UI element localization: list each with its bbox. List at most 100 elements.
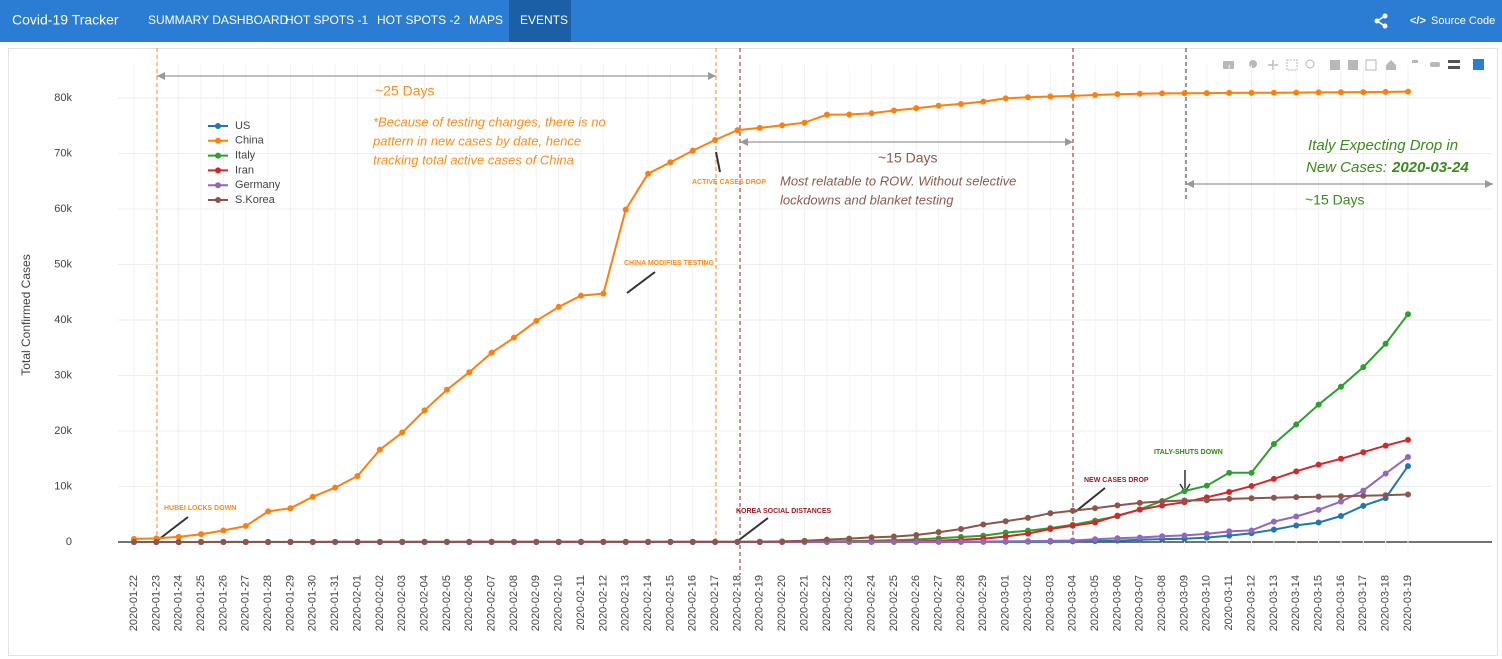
point bbox=[1069, 92, 1076, 99]
x-tick-label: 2020-01-27 bbox=[240, 575, 252, 631]
point bbox=[153, 538, 160, 545]
point bbox=[957, 538, 964, 545]
x-tick-label: 2020-03-14 bbox=[1290, 575, 1302, 631]
x-tick-label: 2020-02-18 bbox=[731, 575, 743, 631]
x-tick-label: 2020-03-12 bbox=[1245, 575, 1257, 631]
event-guides bbox=[156, 48, 1493, 575]
x-tick-label: 2020-02-25 bbox=[888, 575, 900, 631]
annotation: ~15 Days bbox=[878, 150, 938, 166]
x-tick-label: 2020-03-18 bbox=[1380, 575, 1392, 631]
nav-item[interactable]: HOT SPOTS -1 bbox=[285, 13, 368, 27]
point bbox=[779, 538, 786, 545]
point bbox=[1203, 530, 1210, 537]
annotation: tracking total active cases of China bbox=[373, 152, 574, 167]
share-icon[interactable] bbox=[1374, 13, 1388, 29]
legend-marker bbox=[215, 123, 221, 129]
point bbox=[957, 100, 964, 107]
point bbox=[689, 147, 696, 154]
nav-item[interactable]: EVENTS bbox=[520, 13, 568, 27]
x-tick-label: 2020-02-05 bbox=[441, 575, 453, 631]
x-tick-label: 2020-01-30 bbox=[307, 575, 319, 631]
point bbox=[1315, 401, 1322, 408]
point bbox=[242, 538, 249, 545]
x-tick-label: 2020-02-22 bbox=[821, 575, 833, 631]
point bbox=[198, 531, 205, 538]
point bbox=[1114, 91, 1121, 98]
point bbox=[980, 98, 987, 105]
point bbox=[868, 534, 875, 541]
point bbox=[1315, 89, 1322, 96]
nav-item[interactable]: MAPS bbox=[469, 13, 503, 27]
point bbox=[265, 538, 272, 545]
point bbox=[1293, 522, 1300, 529]
x-tick-label: 2020-02-15 bbox=[664, 575, 676, 631]
point bbox=[645, 538, 652, 545]
nav-item[interactable]: HOT SPOTS -2 bbox=[377, 13, 460, 27]
x-tick-label: 2020-02-29 bbox=[977, 575, 989, 631]
point bbox=[578, 292, 585, 299]
point bbox=[1181, 488, 1188, 495]
point bbox=[198, 538, 205, 545]
x-tick-label: 2020-03-09 bbox=[1178, 575, 1190, 631]
legend-marker bbox=[215, 197, 221, 203]
point bbox=[1382, 340, 1389, 347]
x-tick-label: 2020-03-03 bbox=[1044, 575, 1056, 631]
annotation: KOREA SOCIAL DISTANCES bbox=[736, 508, 831, 515]
y-tick-label: 20k bbox=[54, 425, 72, 437]
x-tick-label: 2020-02-06 bbox=[463, 575, 475, 631]
point bbox=[1047, 537, 1054, 544]
point bbox=[712, 136, 719, 143]
point bbox=[1248, 483, 1255, 490]
nav-item[interactable]: SUMMARY DASHBOARD bbox=[148, 13, 289, 27]
point bbox=[1405, 88, 1411, 95]
point bbox=[935, 529, 942, 536]
point bbox=[332, 484, 339, 491]
point bbox=[1181, 90, 1188, 97]
point bbox=[1092, 519, 1099, 526]
point bbox=[332, 538, 339, 545]
annotation: Most relatable to ROW. Without selective bbox=[780, 173, 1016, 188]
source-link[interactable]: Source Code bbox=[1431, 15, 1495, 27]
point bbox=[399, 429, 406, 436]
point bbox=[1226, 469, 1233, 476]
x-tick-label: 2020-01-22 bbox=[128, 575, 140, 631]
legend: US China Italy Iran Germany S.Korea bbox=[208, 120, 281, 206]
point bbox=[555, 303, 562, 310]
point bbox=[1114, 512, 1121, 519]
code-icon[interactable]: </> bbox=[1410, 15, 1426, 27]
modebar[interactable] bbox=[1223, 59, 1484, 71]
point bbox=[779, 122, 786, 129]
point bbox=[1002, 95, 1009, 102]
point bbox=[488, 349, 495, 356]
point bbox=[1159, 90, 1166, 97]
point bbox=[1025, 94, 1032, 101]
legend-label: Germany bbox=[235, 179, 281, 191]
point bbox=[488, 538, 495, 545]
annotation: lockdowns and blanket testing bbox=[780, 192, 954, 207]
y-tick-label: 70k bbox=[54, 147, 72, 159]
active-tab bbox=[509, 0, 571, 42]
point bbox=[712, 538, 719, 545]
x-tick-label: 2020-03-07 bbox=[1134, 575, 1146, 631]
point bbox=[1226, 532, 1233, 539]
point bbox=[1248, 469, 1255, 476]
annotation: NEW CASES DROP bbox=[1084, 477, 1149, 484]
point bbox=[533, 538, 540, 545]
annotation: HUBEI LOCKS DOWN bbox=[164, 505, 236, 512]
point bbox=[1159, 533, 1166, 540]
pointer bbox=[715, 151, 721, 173]
pointer bbox=[738, 517, 769, 541]
point bbox=[622, 538, 629, 545]
point bbox=[1360, 502, 1367, 509]
x-tick-label: 2020-02-01 bbox=[351, 575, 363, 631]
x-tick-label: 2020-02-04 bbox=[418, 575, 430, 631]
point bbox=[1382, 442, 1389, 449]
x-tick-label: 2020-01-29 bbox=[284, 575, 296, 631]
x-tick-label: 2020-03-16 bbox=[1335, 575, 1347, 631]
brand[interactable]: Covid-19 Tracker bbox=[12, 12, 119, 28]
legend-label: US bbox=[235, 120, 250, 132]
point bbox=[1293, 421, 1300, 428]
point bbox=[1270, 89, 1277, 96]
annotation: CHINA MODIFIES TESTING bbox=[624, 260, 715, 267]
